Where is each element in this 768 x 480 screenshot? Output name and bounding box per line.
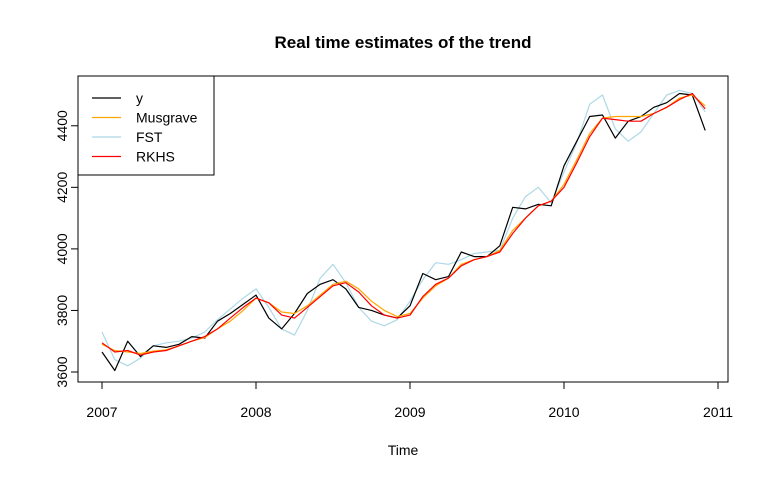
y-tick-label: 4200 [54,172,70,203]
legend-label-y: y [136,90,143,106]
legend-label-fst: FST [136,129,163,145]
series-line-rkhs [101,92,706,356]
x-tick-label: 2011 [703,404,733,420]
series-line-fst [101,89,706,367]
y-tick-label: 4400 [54,110,70,141]
x-axis: 2007 2008 2009 2010 2011 [86,381,733,420]
x-tick-label: 2010 [548,404,579,420]
x-tick-label: 2007 [86,404,117,420]
y-tick-label: 3600 [54,356,70,387]
series-layer [101,89,706,372]
x-tick-label: 2009 [394,404,425,420]
x-tick-label: 2008 [240,404,271,420]
legend-box [77,75,215,176]
y-tick-label: 4000 [54,233,70,264]
legend-label-rkhs: RKHS [136,149,175,165]
chart-title: Real time estimates of the trend [275,33,532,52]
y-axis: 3600 3800 4000 4200 4400 [54,110,79,388]
legend: y Musgrave FST RKHS [77,75,215,176]
x-axis-label: Time [388,442,419,458]
y-tick-label: 3800 [54,295,70,326]
legend-label-musgrave: Musgrave [136,110,198,126]
